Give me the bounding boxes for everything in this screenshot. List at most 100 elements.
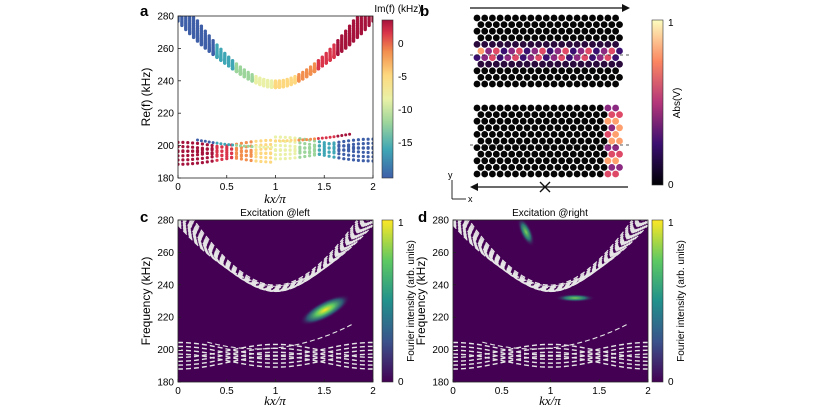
lattice-site <box>577 47 585 55</box>
lattice-site <box>581 27 589 35</box>
band-point <box>262 77 266 82</box>
lattice-site <box>512 157 519 165</box>
lattice-site <box>550 144 558 152</box>
lattice-site <box>581 54 589 61</box>
band-line <box>187 220 364 291</box>
lattice-site <box>600 164 608 171</box>
band-point <box>191 153 195 157</box>
band-point <box>195 141 200 145</box>
lattice-site <box>612 104 619 112</box>
lattice-site <box>489 80 496 88</box>
band-point <box>200 161 204 165</box>
band-point <box>262 145 266 149</box>
lattice-site <box>577 137 585 145</box>
lattice-site <box>593 74 600 81</box>
lattice-site <box>485 124 492 132</box>
band-point <box>199 139 203 143</box>
panel-d-colorbar-tick-min: 0 <box>668 377 674 388</box>
lattice-site <box>596 104 604 112</box>
lattice-site <box>596 80 604 88</box>
band-point <box>342 157 346 161</box>
lattice-site <box>542 170 550 178</box>
lattice-site <box>562 47 569 55</box>
lattice-site <box>516 111 523 118</box>
x-tick-label: 2 <box>370 386 376 397</box>
lattice-site <box>531 150 539 158</box>
lattice-site <box>508 60 516 68</box>
lattice-site <box>519 117 527 125</box>
band-point <box>351 145 356 149</box>
x-tick-label: 0.5 <box>495 386 509 397</box>
lattice-site <box>612 131 619 138</box>
lattice-site <box>577 60 585 68</box>
lattice-site <box>523 111 531 118</box>
lattice-site <box>550 54 558 61</box>
y-tick-label: 200 <box>432 345 449 356</box>
band-point <box>181 140 185 144</box>
lattice-site <box>573 14 581 22</box>
band-point <box>230 151 234 155</box>
band-point <box>332 147 336 151</box>
lattice-site <box>500 21 508 28</box>
panel-d: d Excitation @right 0 0.5 1 1.5 2 180 200 220 24… <box>414 208 687 408</box>
band-point <box>259 151 263 155</box>
lattice-site <box>477 124 485 132</box>
lattice-site <box>604 27 612 35</box>
band-point <box>367 12 370 15</box>
band-point <box>191 149 195 153</box>
band-point <box>188 16 192 19</box>
band-point <box>359 16 363 19</box>
lattice-site <box>589 144 596 152</box>
lattice-site <box>554 74 562 81</box>
lattice-site <box>569 150 577 158</box>
panel-b-top-arrowhead <box>622 4 630 12</box>
band-point <box>347 157 351 161</box>
lattice-site <box>608 150 616 158</box>
band-point <box>337 156 341 160</box>
lattice-site <box>492 60 500 68</box>
band-point <box>230 59 235 63</box>
lattice-site <box>523 47 531 55</box>
lattice-site <box>523 124 531 132</box>
panel-c-colorbar <box>381 219 394 383</box>
panel-c-colorbar-tick-max: 1 <box>398 218 404 229</box>
band-point <box>351 138 356 142</box>
lattice-site <box>535 80 542 88</box>
band-point <box>191 16 196 18</box>
lattice-site <box>485 164 492 171</box>
lattice-site <box>527 131 535 138</box>
band-point <box>181 162 185 166</box>
lattice-site <box>581 80 589 88</box>
band-point <box>356 142 360 146</box>
lattice-site <box>504 144 512 152</box>
lattice-site <box>473 41 481 48</box>
band-point <box>308 145 312 149</box>
lattice-site <box>489 117 496 125</box>
lattice-site <box>496 104 504 112</box>
band-point <box>200 156 204 160</box>
lattice-site <box>500 164 508 171</box>
lattice-site <box>585 60 592 68</box>
lattice-site <box>477 47 485 55</box>
band-point <box>259 147 263 151</box>
lattice-site <box>566 117 573 125</box>
y-tick-label: 220 <box>432 313 449 324</box>
band-point <box>207 140 211 144</box>
band-point <box>277 139 281 143</box>
band-point <box>242 144 246 148</box>
lattice-site <box>542 104 550 112</box>
lattice-site <box>593 21 600 28</box>
lattice-site <box>566 144 573 152</box>
band-point <box>366 150 370 155</box>
lattice-site <box>573 41 581 48</box>
band-point <box>308 154 312 158</box>
band-point <box>320 55 324 59</box>
lattice-site <box>485 74 492 81</box>
band-point <box>273 153 278 157</box>
lattice-site <box>542 27 550 35</box>
band-line <box>191 220 360 288</box>
band-point <box>264 138 268 143</box>
band-point <box>301 138 305 142</box>
band-point <box>178 16 180 19</box>
panel-a-xlabel: kx/π <box>264 191 286 206</box>
